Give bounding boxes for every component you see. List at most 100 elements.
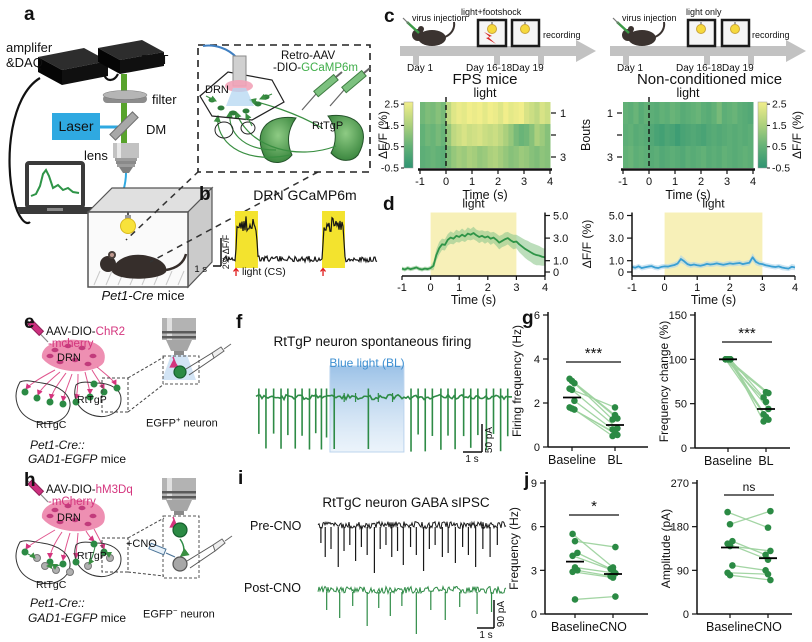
svg-text:1 s: 1 s — [465, 454, 478, 465]
light-box-icon — [720, 18, 751, 48]
svg-text:***: *** — [585, 345, 603, 362]
dio-gcamp-label: -DIO-GCaMP6m — [273, 62, 358, 74]
svg-text:1: 1 — [560, 108, 566, 120]
svg-text:Baseline: Baseline — [704, 454, 752, 468]
objective-lens-icon — [162, 318, 196, 355]
laser-box — [52, 113, 100, 140]
projection-arrow — [234, 110, 337, 153]
panel-label-i: i — [238, 468, 244, 489]
egfp-negative-neuron-icon — [172, 556, 188, 572]
egfp-neuron-label: EGFP+ neuron — [146, 415, 218, 430]
svg-text:3.0: 3.0 — [553, 233, 568, 245]
svg-text:0: 0 — [662, 282, 668, 294]
patch-pipette-icon — [185, 343, 232, 376]
svg-text:1: 1 — [456, 282, 462, 294]
svg-text:CNO: CNO — [599, 620, 627, 634]
projection-arrow — [248, 98, 323, 129]
rttgc-outline — [15, 380, 71, 425]
svg-text:3: 3 — [531, 565, 537, 577]
svg-text:1.0: 1.0 — [553, 256, 568, 268]
objective-lens-icon — [162, 478, 196, 515]
footshock-box-icon — [476, 18, 508, 48]
drn-rttgp-inset-diagram — [197, 44, 371, 173]
hm3dq-label: hM3Dq — [95, 484, 133, 496]
svg-text:3.0: 3.0 — [609, 233, 624, 245]
mice-word: mice — [153, 288, 185, 303]
svg-text:0: 0 — [683, 609, 689, 621]
svg-text:0: 0 — [443, 176, 449, 188]
light-cone — [226, 88, 254, 106]
virus-injection-label: virus injection — [412, 13, 467, 23]
svg-text:ns: ns — [743, 480, 756, 494]
nucleus-outline — [214, 121, 234, 139]
svg-text:3: 3 — [560, 152, 566, 164]
recording-label: recording — [543, 30, 581, 40]
photometry-setup-diagram — [8, 40, 371, 289]
nucleus-outline — [240, 121, 256, 135]
svg-text:1 s: 1 s — [479, 630, 492, 641]
egfp-word: EGFP — [146, 417, 176, 430]
svg-text:light: light — [462, 197, 485, 211]
light-footshock-label: light+footshock — [461, 7, 522, 17]
cno-syringe-icon — [148, 542, 176, 558]
svg-text:3: 3 — [724, 176, 730, 188]
svg-text:3: 3 — [521, 176, 527, 188]
pmt-label: PMT — [141, 52, 169, 67]
svg-text:***: *** — [738, 325, 756, 342]
svg-text:light: light — [474, 86, 497, 100]
sipsc-amplitude-paired-plot: 0 90 180 270 Baseline CNO Amplitude (pA) ns — [659, 478, 792, 634]
aav-chr2-label: AAV-DIO-ChR2 — [46, 326, 125, 338]
lens-label: lens — [84, 148, 108, 163]
svg-text:50 pA: 50 pA — [484, 427, 495, 453]
day19-label: Day 19 — [512, 63, 544, 74]
svg-text:150: 150 — [669, 310, 687, 322]
injection-syringe-icon — [26, 479, 49, 503]
fps-mice-title: FPS mice — [452, 71, 518, 88]
mouse-icon — [412, 21, 456, 46]
svg-text:9: 9 — [531, 478, 537, 490]
mcherry-label: -mcherry — [48, 338, 94, 350]
rttgp-label-h: RtTgP — [77, 550, 107, 562]
egfp-neuron-icon — [172, 522, 188, 538]
rttgp-right-lobe — [327, 114, 364, 161]
svg-text:0: 0 — [681, 443, 687, 455]
filter-label: filter — [152, 92, 177, 107]
svg-text:-0.5: -0.5 — [772, 163, 790, 175]
svg-text:3: 3 — [513, 282, 519, 294]
filter-top — [102, 90, 148, 100]
blue-light-label: Blue light (BL) — [329, 356, 405, 370]
mouse-line-label: Pet1-Cre mice — [88, 288, 198, 303]
day19-label-right: Day 19 — [722, 63, 754, 74]
svg-text:ΔF/F (%): ΔF/F (%) — [580, 220, 594, 269]
egfp-word-h: EGFP — [143, 608, 173, 621]
aav-prefix: AAV-DIO- — [46, 326, 96, 338]
svg-text:Baseline: Baseline — [551, 620, 599, 634]
day1-label-right: Day 1 — [617, 63, 644, 74]
mice-word-h: mice — [97, 611, 127, 625]
nonconditioned-heatmap: -1 0 1 2 3 4 Time (s) light 1 3 Bouts 2.5 1.5 0.5 -0.5… — [579, 86, 804, 202]
light-cs-label: light (CS) — [242, 266, 286, 278]
egfp-sup-h: − — [172, 606, 178, 615]
svg-text:1: 1 — [672, 176, 678, 188]
rttgp-outline — [74, 381, 122, 417]
panel-label-a: a — [24, 4, 35, 25]
syringe-icon — [301, 71, 343, 111]
laser-label: Laser — [58, 118, 94, 134]
svg-text:0.5: 0.5 — [384, 141, 399, 153]
svg-text:270: 270 — [671, 478, 689, 490]
svg-text:5.0: 5.0 — [553, 211, 568, 223]
gad1-egfp: GAD1-EGFP — [28, 452, 98, 466]
green-beam — [121, 74, 127, 144]
pet1-cre-gad1-line2: GAD1-EGFP mice — [28, 452, 126, 466]
pet1-cre-gad1-line1: Pet1-Cre:: — [30, 438, 85, 452]
virus-syringe-icon — [612, 17, 630, 34]
day1-label: Day 1 — [407, 63, 434, 74]
svg-text:1.0: 1.0 — [609, 256, 624, 268]
behavior-chamber-icon — [86, 186, 214, 289]
svg-text:-1: -1 — [415, 176, 425, 188]
svg-text:2: 2 — [485, 282, 491, 294]
panel-label-f: f — [236, 312, 243, 333]
panel-label-e: e — [24, 312, 35, 333]
